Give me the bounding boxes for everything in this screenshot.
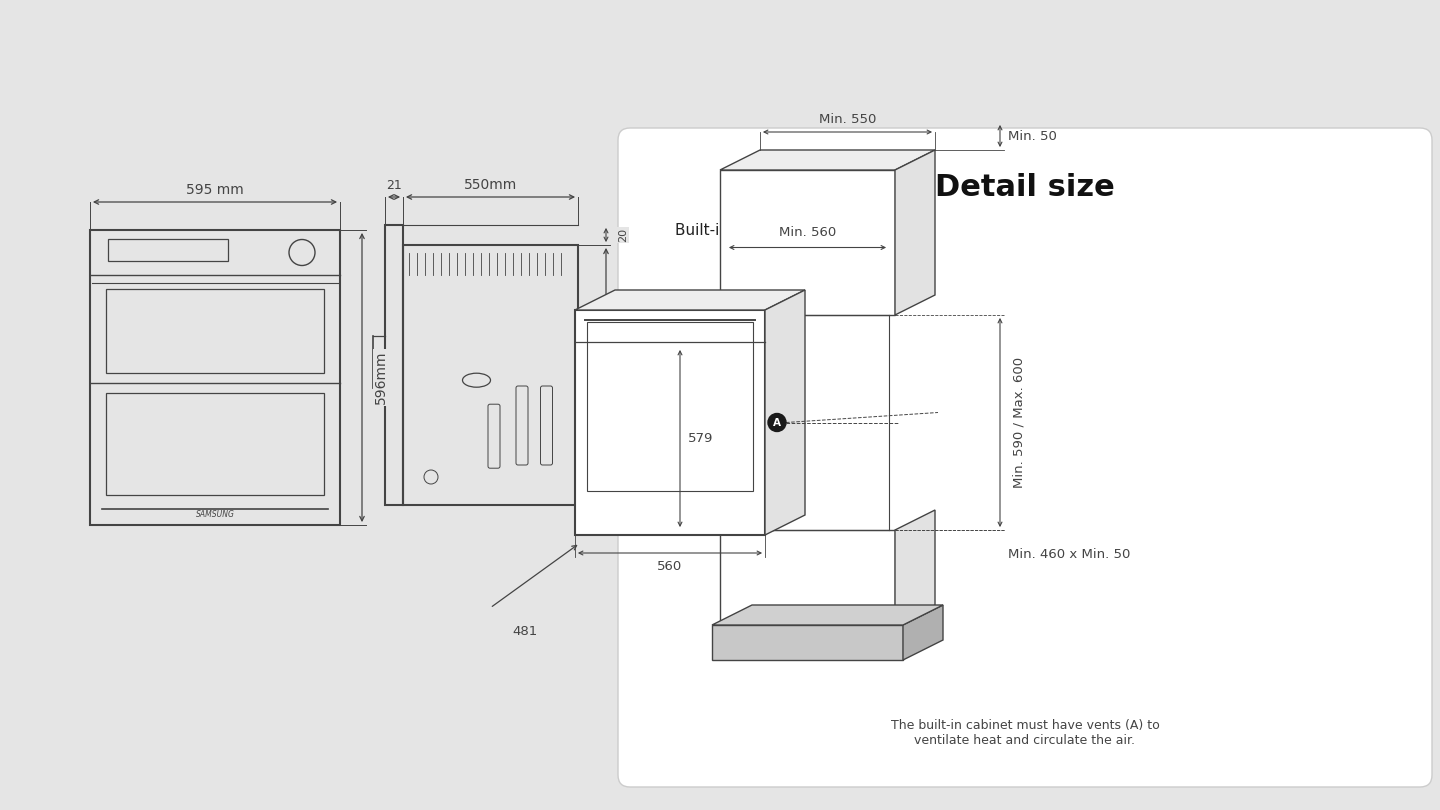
Bar: [711, 625, 903, 660]
Text: 595 mm: 595 mm: [186, 183, 243, 197]
Text: 560: 560: [658, 560, 683, 573]
Text: Detail size: Detail size: [935, 173, 1115, 202]
Polygon shape: [903, 605, 943, 660]
Text: 579: 579: [688, 432, 713, 445]
Text: Min. 460 x Min. 50: Min. 460 x Min. 50: [1008, 548, 1130, 561]
Polygon shape: [720, 150, 935, 170]
Text: Min. 550: Min. 550: [819, 113, 876, 126]
Text: Min. 50: Min. 50: [1008, 130, 1057, 143]
Circle shape: [768, 413, 786, 432]
Text: Min. 560: Min. 560: [779, 227, 837, 240]
Text: 481: 481: [513, 625, 537, 638]
Polygon shape: [711, 605, 943, 625]
FancyBboxPatch shape: [618, 128, 1431, 787]
Text: 559mm: 559mm: [619, 348, 634, 402]
Polygon shape: [896, 510, 935, 625]
Text: 550mm: 550mm: [464, 178, 517, 192]
Bar: [89, 230, 340, 525]
Text: Min. 590 / Max. 600: Min. 590 / Max. 600: [1012, 357, 1025, 488]
Polygon shape: [896, 150, 935, 315]
Bar: [720, 530, 896, 625]
Text: A: A: [773, 417, 780, 428]
Bar: [108, 239, 228, 261]
Text: Built-in cabinet (mm): Built-in cabinet (mm): [675, 223, 837, 237]
Text: 596mm: 596mm: [374, 351, 387, 404]
Text: 21: 21: [386, 179, 402, 192]
Polygon shape: [765, 290, 805, 535]
Bar: [384, 225, 403, 505]
Bar: [107, 394, 324, 495]
Bar: [403, 245, 577, 505]
Bar: [107, 289, 324, 373]
Text: SAMSUNG: SAMSUNG: [196, 510, 235, 519]
Bar: [720, 170, 896, 315]
Polygon shape: [575, 290, 805, 310]
Text: 20: 20: [618, 228, 628, 242]
Text: The built-in cabinet must have vents (A) to
ventilate heat and circulate the air: The built-in cabinet must have vents (A)…: [890, 719, 1159, 747]
Bar: [588, 322, 753, 491]
Bar: [575, 310, 765, 535]
